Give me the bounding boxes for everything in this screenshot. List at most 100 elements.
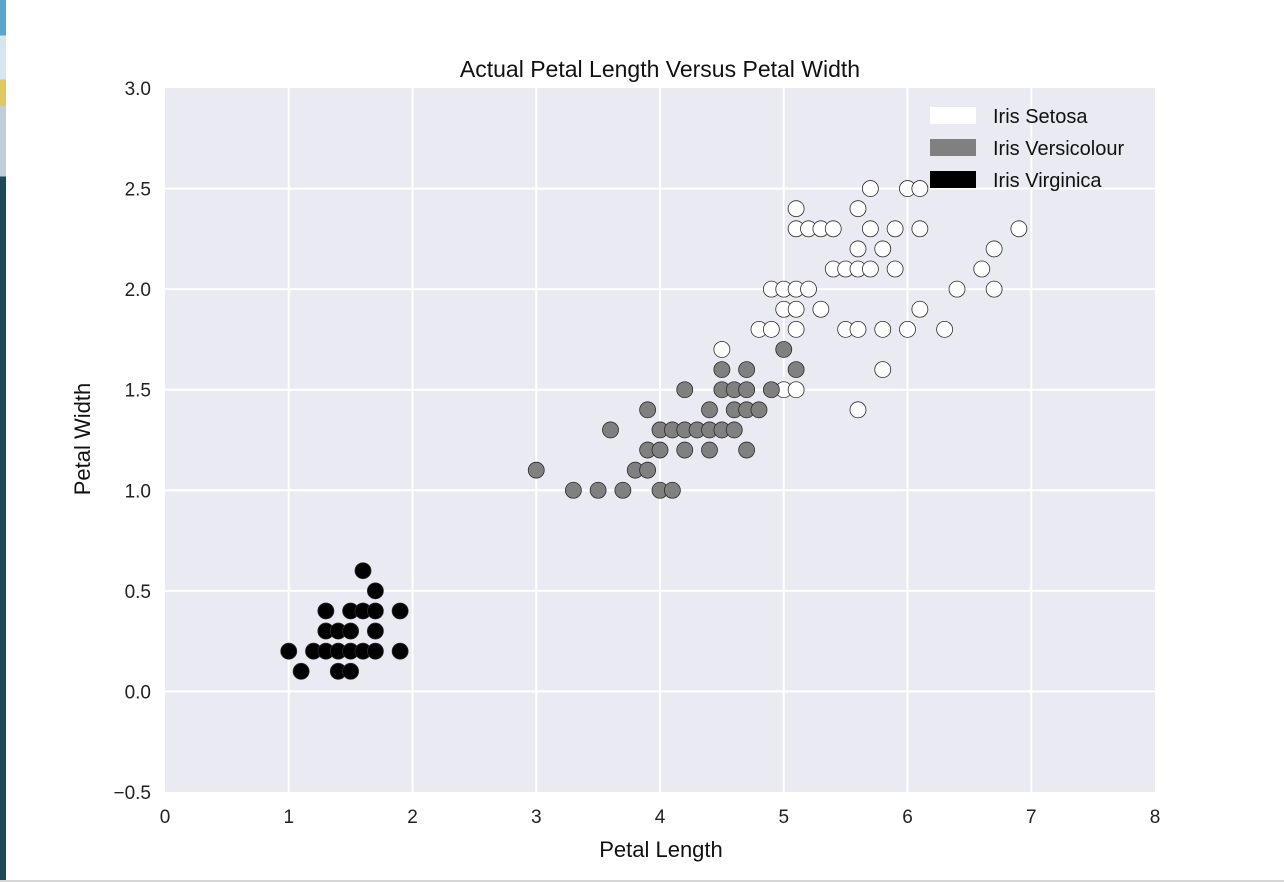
legend-label: Iris Virginica [993,170,1102,192]
data-point [750,401,768,419]
data-point [787,361,805,379]
data-point [861,260,879,278]
x-tick-label: 0 [160,807,171,828]
x-tick-label: 5 [778,807,789,828]
data-point [948,280,966,298]
y-tick-label: −0.5 [113,783,151,804]
data-point [738,381,756,399]
legend-label: Iris Setosa [993,106,1088,128]
data-point [985,280,1003,298]
data-point [366,602,384,620]
y-tick-label: 2.5 [125,180,151,201]
data-point [824,220,842,238]
legend-swatch [930,139,976,156]
data-point [775,341,793,358]
data-point [812,300,830,318]
data-point [787,300,805,318]
data-point [874,320,892,338]
data-point [849,320,867,338]
y-tick-label: 3.0 [125,79,151,100]
data-point [589,481,607,499]
x-tick-label: 7 [1026,807,1037,828]
legend-item[interactable]: Iris Setosa [930,106,1088,128]
data-point [292,662,310,680]
data-point [713,361,731,379]
data-point [366,622,384,640]
x-tick-label: 2 [407,807,418,828]
data-point [787,200,805,218]
data-point [342,622,360,640]
y-tick-label: 0.0 [125,682,151,703]
x-tick-label: 8 [1150,807,1161,828]
data-point [787,320,805,338]
data-point [861,220,879,238]
chart-title: Actual Petal Length Versus Petal Width [460,56,860,82]
data-point [614,481,632,499]
data-point [911,300,929,318]
data-point [366,642,384,660]
data-point [800,280,817,298]
legend-label: Iris Versicolour [993,138,1124,160]
data-point [366,582,384,600]
data-point [713,341,731,358]
data-point [676,441,694,459]
data-point [874,240,892,258]
data-point [985,240,1003,258]
data-point [280,642,298,660]
series-iris-versicolour [527,341,805,499]
data-point [639,461,657,479]
data-points [280,180,1028,680]
y-tick-label: 0.5 [125,582,151,603]
data-point [936,320,954,338]
x-tick-label: 6 [902,807,913,828]
y-axis-ticks: −0.5 0.0 0.5 1.0 1.5 2.0 2.5 3.0 [113,79,151,804]
data-point [701,441,718,459]
window-edge-strip [0,0,6,882]
data-point [762,381,780,399]
data-point [874,361,892,379]
data-point [639,401,657,419]
data-point [725,421,743,439]
legend-item[interactable]: Iris Versicolour [930,138,1124,160]
data-point [886,260,904,278]
data-point [762,320,780,338]
data-point [1010,220,1028,238]
data-point [527,461,545,479]
y-tick-label: 1.0 [125,481,151,502]
data-point [899,320,916,338]
data-point [676,381,694,399]
y-tick-label: 2.0 [125,280,151,301]
data-point [663,481,681,499]
y-axis-label: Petal Width [70,383,95,496]
data-point [861,180,879,197]
x-axis-ticks: 0 1 2 3 4 5 6 7 8 [160,807,1161,828]
data-point [342,662,360,680]
data-point [849,240,867,258]
data-point [787,381,805,399]
data-point [911,220,929,238]
data-point [354,562,372,580]
data-point [911,180,929,197]
legend[interactable]: Iris Setosa Iris Versicolour Iris Virginic… [930,106,1124,192]
data-point [849,401,867,419]
y-tick-label: 1.5 [125,381,151,402]
legend-swatch [930,171,976,188]
data-point [391,602,409,620]
x-tick-label: 4 [655,807,666,828]
data-point [602,421,619,439]
data-point [564,481,582,499]
data-point [738,361,756,379]
data-point [738,441,756,459]
series-iris-virginica [280,562,409,680]
data-point [651,441,669,459]
data-point [886,220,904,238]
x-tick-label: 3 [531,807,542,828]
x-tick-label: 1 [283,807,294,828]
series-iris-setosa [713,180,1028,419]
legend-item[interactable]: Iris Virginica [930,170,1102,192]
data-point [391,642,409,660]
data-point [317,602,335,620]
legend-swatch [930,107,976,124]
window-bottom-border [0,880,1284,882]
